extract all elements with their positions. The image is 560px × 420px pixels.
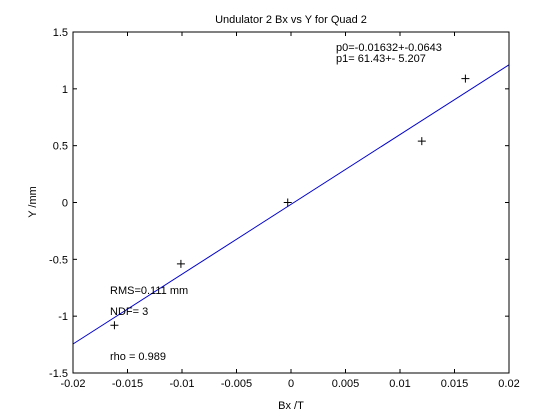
x-tick-label: 0 xyxy=(288,378,294,390)
data-points-layer xyxy=(110,74,470,330)
y-axis-label: Y /mm xyxy=(27,186,39,218)
y-tick-label: 0.5 xyxy=(53,141,68,153)
chart-title: Undulator 2 Bx vs Y for Quad 2 xyxy=(215,14,367,26)
data-point xyxy=(110,321,119,330)
rms-annotation: RMS=0.111 mm xyxy=(110,285,188,297)
ndf-annotation: NDF= 3 xyxy=(110,306,148,318)
x-tick-label: 0.02 xyxy=(498,378,519,390)
plot-frame xyxy=(72,31,510,374)
rho-annotation: rho = 0.989 xyxy=(110,351,166,363)
x-axis-label: Bx /T xyxy=(278,400,304,412)
x-tick-label: 0.005 xyxy=(332,378,360,390)
fit-line xyxy=(72,64,510,345)
x-tick-label: -0.005 xyxy=(221,378,252,390)
data-point xyxy=(176,259,185,268)
y-tick-label: -1.5 xyxy=(49,368,68,380)
y-axis-ticks: -1.5 -1 -0.5 0 0.5 1 1.5 xyxy=(49,27,509,380)
y-tick-label: -0.5 xyxy=(49,254,68,266)
x-tick-label: 0.015 xyxy=(441,378,469,390)
fit-param-p1: p1= 61.43+- 5.207 xyxy=(336,53,426,65)
x-tick-label: -0.01 xyxy=(169,378,194,390)
x-tick-label: -0.02 xyxy=(60,378,85,390)
y-tick-label: 1 xyxy=(62,84,68,96)
y-tick-label: 0 xyxy=(62,198,68,210)
x-tick-label: -0.015 xyxy=(112,378,143,390)
y-tick-label: -1 xyxy=(58,311,68,323)
data-point xyxy=(283,198,292,207)
fit-param-p0: p0=-0.01632+-0.0643 xyxy=(336,42,442,54)
x-tick-label: 0.01 xyxy=(389,378,410,390)
y-tick-label: 1.5 xyxy=(53,27,68,39)
data-point xyxy=(417,137,426,146)
x-axis-ticks: -0.02 -0.015 -0.01 -0.005 0 0.005 0.01 0.015 0.0… xyxy=(60,32,520,390)
fit-line-layer xyxy=(72,64,510,345)
data-point xyxy=(461,74,470,83)
